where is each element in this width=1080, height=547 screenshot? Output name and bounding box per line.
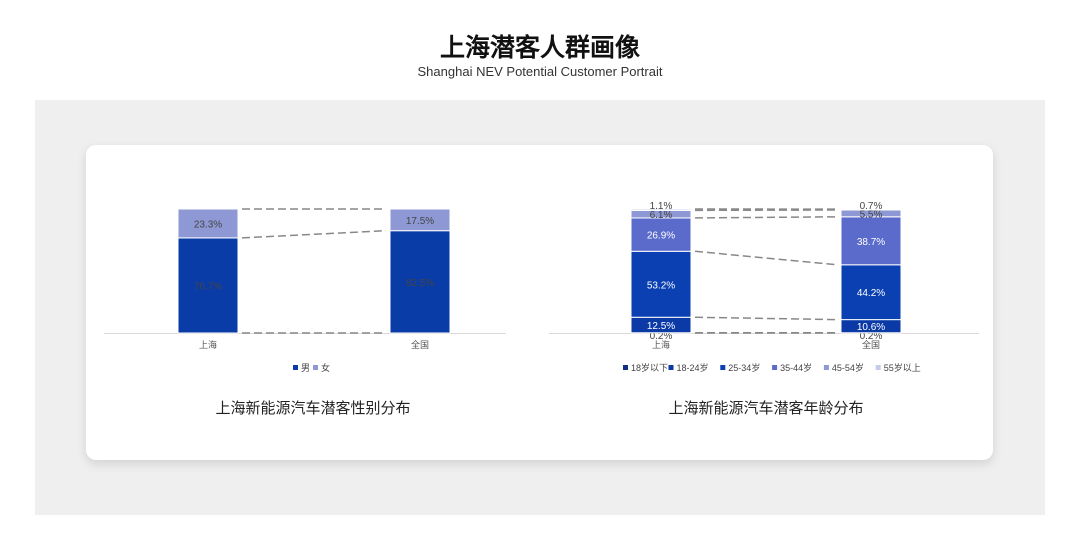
- connector-line: [694, 316, 838, 321]
- legend-swatch: [823, 365, 829, 370]
- data-label: 12.5%: [647, 321, 675, 332]
- data-label: 76.7%: [194, 281, 222, 292]
- connector-line: [694, 250, 838, 266]
- bar-segment: [389, 230, 451, 334]
- gender-chart: 76.7% 23.3% 上海 82.5% 17.5% 全国男 女: [104, 208, 506, 373]
- age-chart-title: 上海新能源汽车潜客年龄分布: [668, 399, 864, 417]
- data-label: 26.9%: [647, 231, 675, 242]
- legend-swatch: [668, 365, 674, 370]
- legend-label: 45-54岁: [832, 362, 864, 373]
- data-label: 5.5%: [860, 209, 883, 220]
- data-label: 0.7%: [860, 201, 883, 212]
- legend-swatch: [875, 365, 881, 370]
- x-tick-label: 全国: [862, 339, 880, 350]
- bar-segment: [840, 208, 902, 211]
- connector-line: [694, 216, 838, 219]
- legend-label: 55岁以上: [884, 362, 921, 373]
- bar-segment: [840, 264, 902, 321]
- bar-segment: [177, 208, 239, 239]
- chart-card: 76.7% 23.3% 上海 82.5% 17.5% 全国男女 0.2% 12.5% 53.2…: [86, 145, 993, 460]
- page-title: 上海潜客人群画像: [439, 33, 640, 62]
- x-tick-label: 全国: [411, 339, 429, 350]
- bar-segment: [630, 217, 692, 252]
- data-label: 53.2%: [647, 280, 675, 291]
- data-label: 38.7%: [857, 237, 885, 248]
- data-label: 0.2%: [650, 331, 673, 342]
- connector-line: [241, 229, 387, 239]
- data-label: 10.6%: [857, 322, 885, 333]
- data-label: 82.5%: [406, 278, 434, 289]
- x-tick-label: 上海: [652, 339, 670, 350]
- legend-swatch: [313, 365, 318, 370]
- legend-swatch: [772, 365, 778, 370]
- gender-chart-title: 上海新能源汽车潜客性别分布: [215, 399, 411, 417]
- bar-segment: [177, 237, 239, 334]
- data-label: 23.3%: [194, 219, 222, 230]
- legend-label: 18-24岁: [677, 362, 709, 373]
- data-label: 1.1%: [650, 201, 673, 212]
- data-label: 17.5%: [406, 216, 434, 227]
- bar-segment: [630, 208, 692, 211]
- bar-segment: [840, 216, 902, 266]
- page-subtitle: Shanghai NEV Potential Customer Portrait: [417, 64, 663, 79]
- legend-swatch: [720, 365, 726, 370]
- legend-label: 25-34岁: [728, 362, 760, 373]
- age-chart: 0.2%12.5%53.2%26.9%6.1%1.1%上海0.2%10.6%44…: [549, 201, 979, 373]
- legend-label: 35-44岁: [780, 362, 812, 373]
- data-label: 44.2%: [857, 288, 885, 299]
- data-label: 0.2%: [860, 331, 883, 342]
- data-label: 6.1%: [650, 210, 673, 221]
- legend-label: 女: [321, 362, 330, 373]
- legend-swatch: [623, 365, 628, 370]
- legend-label: 男: [301, 363, 310, 373]
- x-tick-label: 上海: [199, 339, 217, 350]
- bar-segment: [630, 250, 692, 318]
- legend-swatch: [293, 365, 298, 370]
- bar-segment: [389, 208, 451, 232]
- legend-label: 18岁以下: [631, 362, 668, 373]
